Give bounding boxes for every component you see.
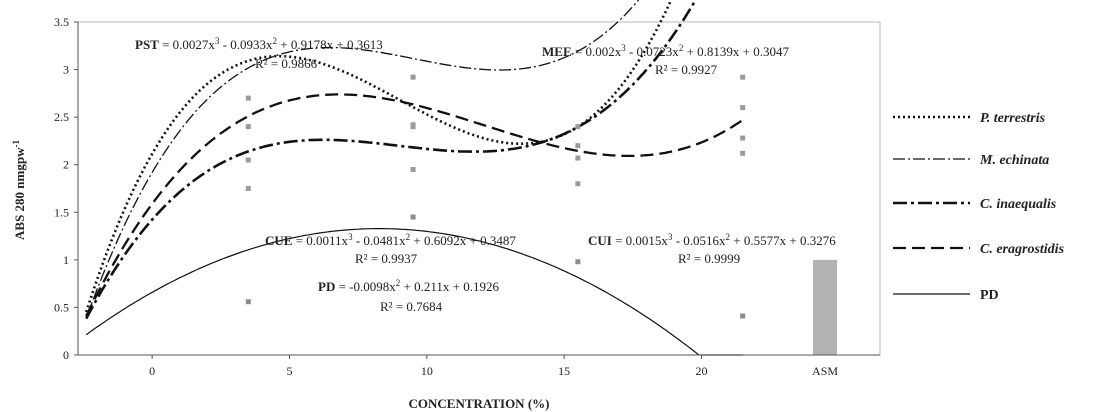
data-point-cue [575,143,581,149]
data-point-mee [410,74,416,80]
x-axis-label: CONCENTRATION (%) [409,396,550,411]
equation-text-pd: PD = -0.0098x2 + 0.211x + 0.1926 [318,278,499,294]
markers-layer [245,74,746,319]
y-tick-label: 3.5 [54,15,69,29]
data-point-pst [245,95,251,101]
data-point-pd [410,214,416,220]
legend-label-pst: P. terrestris [980,111,1046,126]
equation-text-pst: PST = 0.0027x3 - 0.0933x2 + 0.9178x + 0.… [135,36,383,52]
data-point-pd [575,259,581,265]
r-squared-pd: R² = 0.7684 [380,299,443,314]
equation-mee: MEE = 0.002x3 - 0.0723x2 + 0.8139x + 0.3… [542,43,789,77]
x-tick-label: 15 [558,364,570,378]
data-point-cui [575,181,581,187]
r-squared-cue: R² = 0.9937 [355,251,418,266]
series-line-cui [85,0,698,320]
legend-label-cui: C. inaequalis [980,197,1057,212]
legend-item-cui: C. inaequalis [893,197,1057,212]
plot-frame [77,21,881,356]
equation-text-mee: MEE = 0.002x3 - 0.0723x2 + 0.8139x + 0.3… [542,43,789,59]
series-line-pst [84,0,673,313]
data-point-cui [245,186,251,191]
series-line-pd [85,228,743,356]
r-squared-cui: R² = 0.9999 [678,251,740,266]
y-tick-label: 1.5 [54,205,69,219]
y-tick-label: 2 [63,158,69,172]
y-tick-label: 0.5 [54,300,69,314]
asm-bar [813,259,838,355]
legend: P. terrestris M. echinata C. inaequalis C. … [893,111,1065,303]
legend-item-pd: PD [893,288,999,303]
reference-bar-layer [813,259,838,355]
series-line-mee [85,0,640,319]
curves-layer [84,0,744,356]
equation-cue: CUE = 0.0011x3 - 0.0481x2 + 0.6092x + 0.… [265,232,516,266]
equation-pd: PD = -0.0098x2 + 0.211x + 0.1926 R² = 0.7… [318,278,499,314]
series-line-cue [85,93,744,317]
y-tick-label: 0 [63,348,69,362]
legend-label-mee: M. echinata [979,153,1049,168]
data-point-cui [740,150,746,156]
data-point-mee [245,124,251,130]
y-tick-labels: 0 0.5 1 1.5 2 2.5 3 3.5 [54,15,78,362]
y-axis-label: ABS 280 nmgpw-1 [11,140,27,240]
data-point-cue [410,122,416,128]
legend-item-pst: P. terrestris [893,111,1046,126]
data-point-cue [245,157,251,163]
data-point-pst [575,155,581,161]
equation-text-cui: CUI = 0.0015x3 - 0.0516x2 + 0.5577x + 0.… [588,232,836,248]
x-tick-label: 0 [149,364,155,378]
equation-text-cue: CUE = 0.0011x3 - 0.0481x2 + 0.6092x + 0.… [265,232,516,248]
legend-item-mee: M. echinata [893,153,1049,168]
r-squared-mee: R² = 0.9927 [655,62,718,77]
data-point-pd [245,299,251,305]
equation-annotations: PST = 0.0027x3 - 0.0933x2 + 0.9178x + 0.… [135,36,836,314]
equation-cui: CUI = 0.0015x3 - 0.0516x2 + 0.5577x + 0.… [588,232,836,266]
data-point-mee [740,74,746,80]
y-tick-label: 1 [63,253,69,267]
y-tick-label: 2.5 [54,110,69,124]
data-point-cue [740,135,746,141]
legend-label-cue: C. eragrostidis [980,242,1065,257]
data-point-cui [410,166,416,172]
y-tick-label: 3 [63,63,69,77]
x-tick-labels: 0 5 10 15 20 ASM [149,355,838,378]
x-tick-label: 5 [286,364,292,378]
x-tick-label: 10 [421,364,433,378]
data-point-pd [740,313,746,319]
x-category-label-asm: ASM [812,364,838,378]
legend-item-cue: C. eragrostidis [893,242,1065,257]
r-squared-pst: R² = 0.9866 [255,56,318,71]
x-tick-label: 20 [695,364,707,378]
data-point-mee [575,124,581,130]
data-point-pst [740,105,746,111]
legend-label-pd: PD [980,288,999,303]
equation-pst: PST = 0.0027x3 - 0.0933x2 + 0.9178x + 0.… [135,36,383,71]
